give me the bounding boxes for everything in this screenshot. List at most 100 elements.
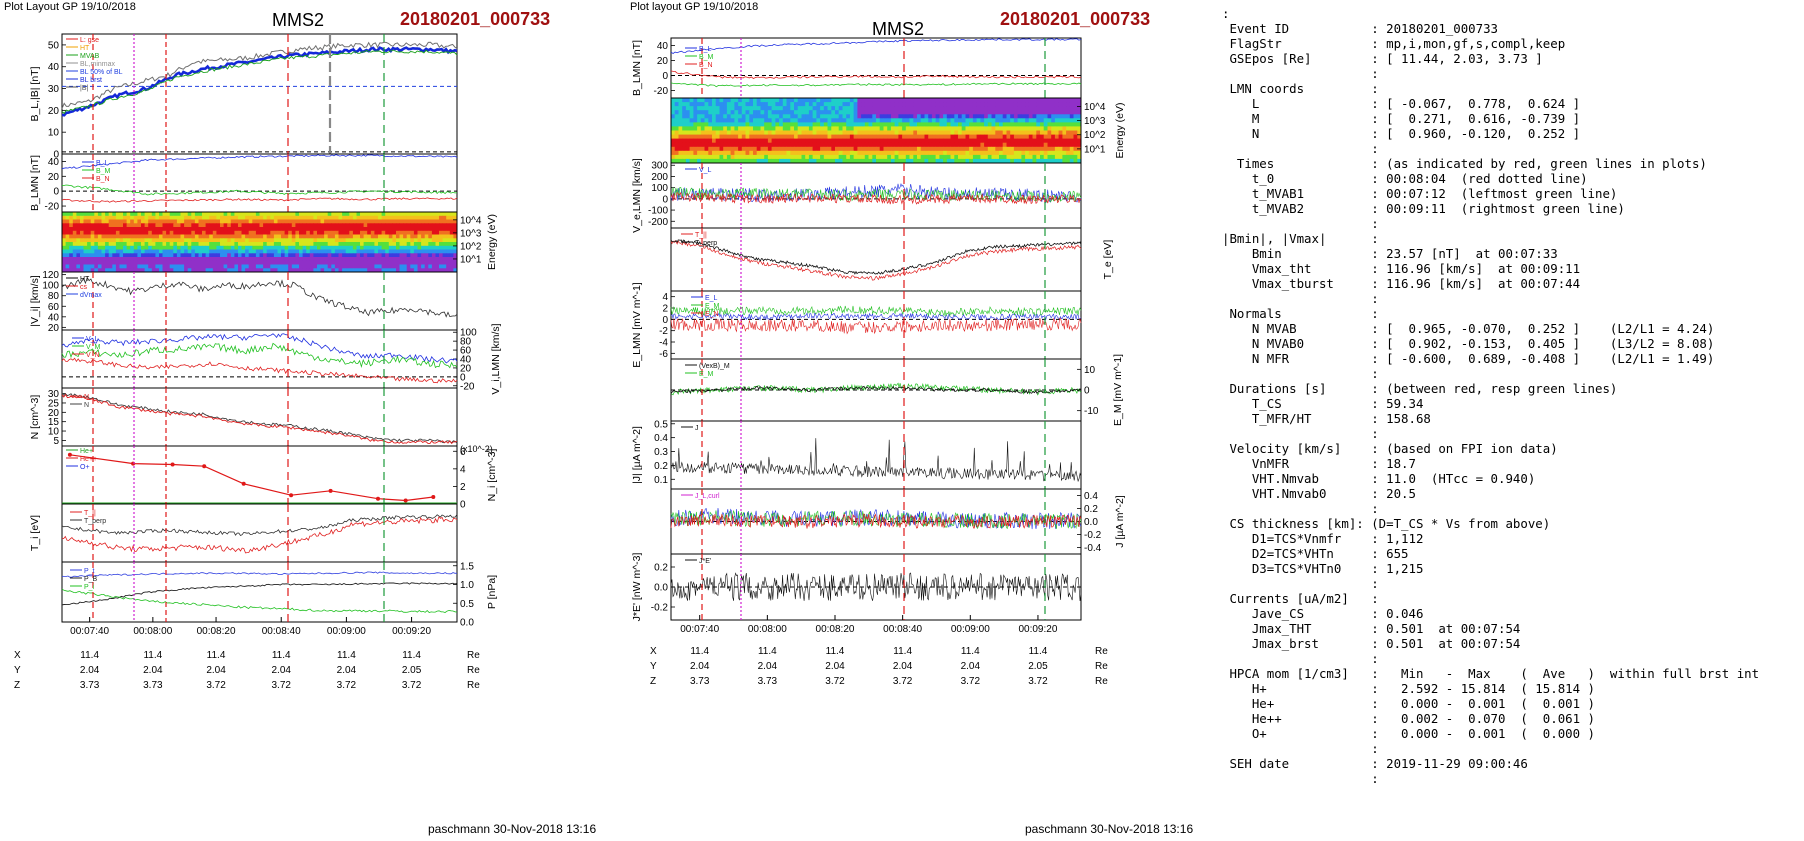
info-line: Event ID : 20180201_000733	[1222, 21, 1499, 36]
electron-spectrogram-cell	[723, 150, 728, 156]
ion-spectrogram-cell	[317, 260, 321, 265]
electron-spectrogram-cell	[674, 150, 679, 156]
electron-spectrogram-cell	[797, 154, 802, 160]
electron-spectrogram-cell	[719, 106, 724, 111]
ion-spectrogram-cell	[342, 245, 347, 250]
mid-time-label: 00:07:40	[680, 624, 719, 635]
ion-spectrogram-cell	[72, 260, 77, 265]
ion-spectrogram-cell	[349, 230, 354, 235]
ion-spectrogram-cell	[141, 215, 145, 220]
ion-spectrogram-cell	[288, 264, 293, 269]
ion-spectrogram-cell	[169, 242, 174, 247]
ion-spectrogram-cell	[259, 219, 264, 224]
ion-spectrogram-cell	[360, 238, 364, 243]
ion-spectrogram-cell	[241, 257, 246, 262]
info-line: :	[1222, 216, 1379, 231]
electron-spectrogram-cell	[779, 130, 784, 135]
ion-spectrogram-cell	[227, 264, 232, 269]
ion-spectrogram-cell	[173, 264, 178, 269]
ion-spectrogram-cell	[356, 249, 361, 254]
ion-spectrogram-cell	[392, 264, 397, 269]
ion-spectrogram-cell	[396, 264, 400, 269]
ion-spectrogram-cell	[388, 227, 393, 232]
electron-spectrogram-cell	[797, 138, 802, 144]
ion-spectrogram-cell	[238, 212, 242, 217]
info-line: FlagStr : mp,i,mon,gf,s,compl,keep	[1222, 36, 1566, 51]
ion-spectrogram-cell	[209, 227, 214, 232]
electron-spectrogram-cell	[700, 142, 705, 148]
electron-spectrogram-cell	[920, 114, 925, 119]
ion-spectrogram-cell	[291, 215, 296, 220]
ion-spectrogram-cell	[94, 253, 99, 258]
electron-spectrogram-cell	[1077, 106, 1082, 111]
ion-spectrogram-cell	[363, 242, 368, 247]
info-line: T_CS : 59.34	[1222, 396, 1424, 411]
electron-spectrogram-cell	[887, 150, 892, 156]
electron-spectrogram-cell	[995, 146, 1000, 152]
ion-spectrogram-cell	[94, 268, 99, 273]
electron-spectrogram-cell	[984, 98, 989, 103]
electron-spectrogram-cell	[917, 106, 922, 111]
ion-spectrogram-cell	[69, 215, 74, 220]
ion-spectrogram-cell	[148, 268, 153, 273]
electron-spectrogram-cell	[954, 150, 959, 156]
ion-spectrogram-cell	[155, 227, 160, 232]
ion-spectrogram-cell	[306, 253, 311, 258]
ion-spectrogram-cell	[284, 219, 289, 224]
electron-spectrogram-cell	[712, 102, 717, 107]
ion-spectrogram-cell	[212, 242, 217, 247]
electron-spectrogram-cell	[946, 106, 951, 111]
electron-spectrogram-cell	[678, 126, 683, 131]
en-line	[670, 317, 1082, 335]
electron-spectrogram-cell	[838, 150, 843, 156]
electron-spectrogram-cell	[741, 154, 746, 160]
electron-spectrogram-cell	[820, 134, 825, 140]
ion-spectrogram-cell	[191, 260, 196, 265]
ion-spectrogram-cell	[76, 245, 81, 250]
ion-spectrogram-cell	[187, 219, 192, 224]
ion-spectrogram-cell	[248, 260, 253, 265]
electron-spectrogram-cell	[756, 122, 761, 127]
electron-spectrogram-cell	[816, 146, 821, 152]
ion-spectrogram-cell	[216, 242, 221, 247]
electron-spectrogram-cell	[823, 122, 828, 127]
electron-spectrogram-cell	[753, 98, 758, 103]
ion-spectrogram-cell	[76, 242, 81, 247]
electron-spectrogram-cell	[861, 150, 866, 156]
electron-spectrogram-cell	[753, 122, 758, 127]
ion-spectrogram-cell	[83, 253, 88, 258]
n-panel-frame	[61, 387, 458, 447]
electron-spectrogram-cell	[823, 146, 828, 152]
ion-spectrogram-cell	[356, 223, 361, 228]
electron-spectrogram-cell	[1066, 110, 1071, 115]
vilmn-axis-tick-label: 40	[460, 355, 472, 366]
electron-spectrogram-cell	[853, 98, 858, 103]
electron-spectrogram-cell	[715, 102, 720, 107]
electron-spectrogram-cell	[712, 138, 717, 144]
electron-spectrogram-cell	[849, 114, 854, 119]
electron-spectrogram-cell	[961, 98, 966, 103]
electron-spectrogram-cell	[835, 98, 840, 103]
electron-spectrogram-cell	[723, 106, 728, 111]
ion-spectrogram-cell	[381, 242, 386, 247]
ion-spectrogram-cell	[130, 234, 135, 239]
e-legend-entry: E_L	[705, 295, 718, 302]
ion-spectrogram-cell	[431, 245, 436, 250]
ion-spectrogram-cell	[449, 264, 454, 269]
electron-spectrogram-cell	[801, 110, 806, 115]
blmn-legend-entry: B_N	[96, 176, 110, 183]
electron-spectrogram-cell	[749, 98, 754, 103]
electron-spectrogram-cell	[842, 130, 847, 135]
ion-spectrogram-cell	[223, 234, 228, 239]
electron-spectrogram-cell	[689, 142, 694, 148]
electron-spectrogram-cell	[712, 158, 717, 164]
electron-spectrogram-cell	[958, 118, 963, 123]
ion-spectrogram-cell	[169, 215, 174, 220]
ion-spectrogram-cell	[410, 215, 415, 220]
electron-spectrogram-cell	[991, 114, 996, 119]
left-pos-value: 11.4	[402, 650, 421, 661]
ion-spec-axis-tick-label: 10^2	[460, 241, 482, 252]
electron-spectrogram-cell	[898, 154, 903, 160]
ion-spectrogram-cell	[338, 234, 343, 239]
ion-spectrogram-cell	[97, 234, 102, 239]
